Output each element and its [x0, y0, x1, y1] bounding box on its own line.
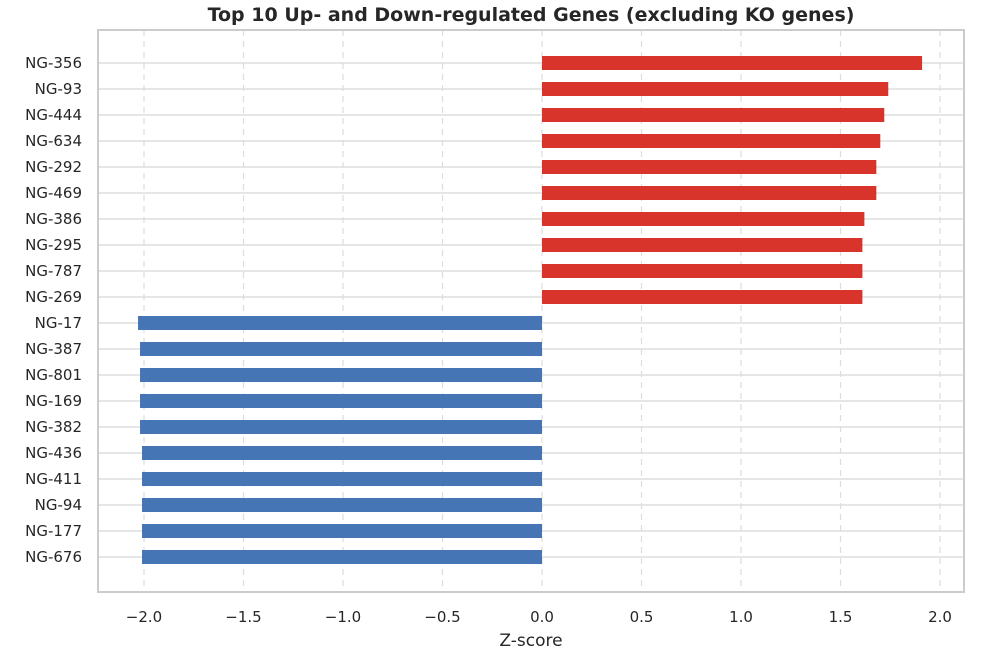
x-tick-label: −0.5 — [424, 608, 460, 626]
bars — [138, 56, 923, 564]
x-tick-label: 1.5 — [829, 608, 853, 626]
bar-ng-93 — [542, 82, 889, 96]
x-tick-label: −1.0 — [325, 608, 361, 626]
bar-ng-444 — [542, 108, 885, 122]
bar-ng-634 — [542, 134, 881, 148]
bar-ng-382 — [140, 420, 542, 434]
y-tick-label: NG-386 — [25, 210, 82, 228]
y-tick-label: NG-387 — [25, 340, 82, 358]
bar-ng-292 — [542, 160, 877, 174]
y-tick-label: NG-177 — [25, 522, 82, 540]
y-tick-label: NG-169 — [25, 392, 82, 410]
bar-ng-469 — [542, 186, 877, 200]
x-axis-label: Z-score — [499, 631, 562, 651]
x-tick-labels: −2.0 −1.5 −1.0 −0.5 0.0 0.5 1.0 1.5 2.0 — [126, 608, 952, 626]
y-tick-label: NG-469 — [25, 184, 82, 202]
y-tick-label: NG-94 — [35, 496, 82, 514]
bar-ng-94 — [142, 498, 542, 512]
bar-ng-356 — [542, 56, 923, 70]
x-tick-label: 0.0 — [530, 608, 554, 626]
y-tick-labels: NG-356 NG-93 NG-444 NG-634 NG-292 NG-469 NG-38… — [25, 54, 82, 566]
chart-title: Top 10 Up- and Down-regulated Genes (exc… — [208, 4, 855, 26]
y-tick-label: NG-436 — [25, 444, 82, 462]
bar-ng-411 — [142, 472, 542, 486]
bar-ng-436 — [142, 446, 542, 460]
bar-ng-295 — [542, 238, 863, 252]
y-tick-label: NG-411 — [25, 470, 82, 488]
y-tick-label: NG-292 — [25, 158, 82, 176]
bar-ng-269 — [542, 290, 863, 304]
y-tick-label: NG-634 — [25, 132, 82, 150]
x-tick-label: −1.5 — [225, 608, 261, 626]
y-tick-label: NG-444 — [25, 106, 82, 124]
bar-ng-801 — [140, 368, 542, 382]
bar-ng-17 — [138, 316, 542, 330]
x-tick-label: 0.5 — [630, 608, 654, 626]
y-tick-label: NG-356 — [25, 54, 82, 72]
y-tick-label: NG-787 — [25, 262, 82, 280]
bar-ng-169 — [140, 394, 542, 408]
bar-ng-676 — [142, 550, 542, 564]
x-tick-label: 2.0 — [928, 608, 952, 626]
y-tick-label: NG-295 — [25, 236, 82, 254]
bar-ng-177 — [142, 524, 542, 538]
x-tick-label: −2.0 — [126, 608, 162, 626]
y-tick-label: NG-93 — [35, 80, 82, 98]
y-tick-label: NG-17 — [35, 314, 82, 332]
bar-ng-387 — [140, 342, 542, 356]
y-tick-label: NG-269 — [25, 288, 82, 306]
bar-ng-386 — [542, 212, 865, 226]
y-tick-label: NG-676 — [25, 548, 82, 566]
y-tick-label: NG-801 — [25, 366, 82, 384]
plot-frame — [97, 29, 965, 593]
x-tick-label: 1.0 — [729, 608, 753, 626]
y-tick-label: NG-382 — [25, 418, 82, 436]
bar-ng-787 — [542, 264, 863, 278]
